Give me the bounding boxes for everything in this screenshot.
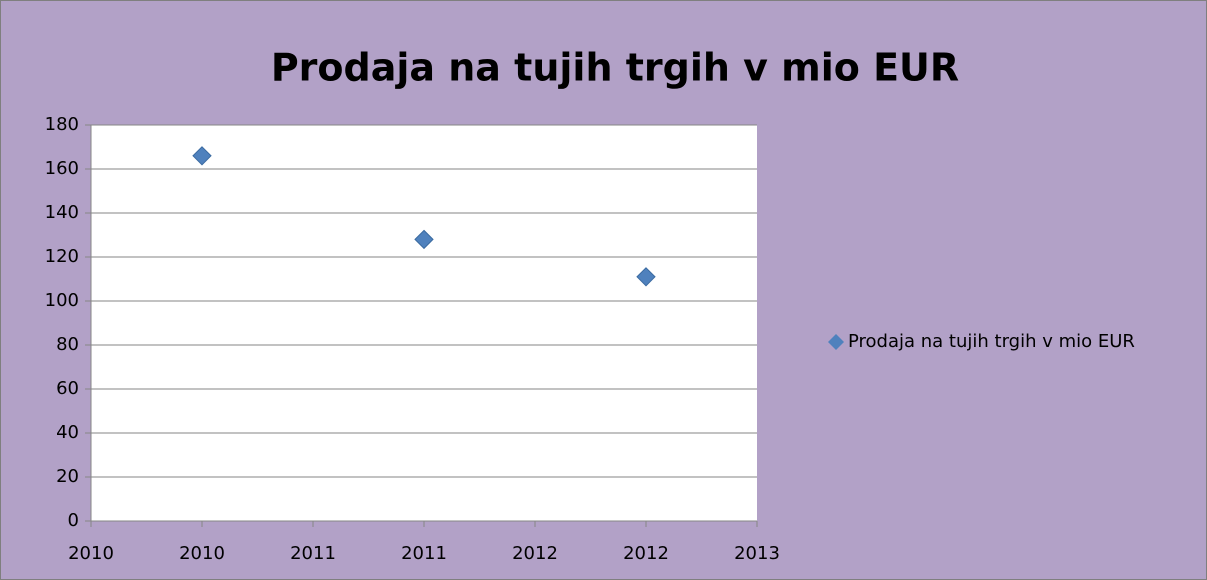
data-point (192, 146, 212, 166)
x-tick-label: 2011 (290, 543, 336, 564)
x-tick-label: 2013 (734, 543, 780, 564)
chart-title: Prodaja na tujih trgih v mio EUR (271, 46, 959, 90)
data-point (414, 229, 434, 250)
x-tick-label: 2012 (512, 543, 558, 564)
x-tick-label: 2012 (623, 543, 669, 564)
y-tick-label: 40 (56, 422, 79, 443)
data-point (636, 267, 656, 287)
y-tick-label: 160 (45, 158, 79, 179)
y-tick-label: 180 (45, 114, 79, 135)
y-tick-label: 120 (45, 246, 79, 267)
y-tick-label: 100 (45, 290, 79, 311)
y-tick-label: 0 (68, 510, 79, 531)
legend-label: Prodaja na tujih trgih v mio EUR (848, 331, 1135, 352)
x-tick-label: 2011 (401, 543, 447, 564)
y-tick-label: 140 (45, 202, 79, 223)
x-tick-label: 2010 (179, 543, 225, 564)
x-tick-label: 2010 (68, 543, 114, 564)
y-tick-label: 80 (56, 334, 79, 355)
plot-area (91, 125, 757, 521)
legend-marker (828, 334, 844, 350)
y-tick-label: 20 (56, 466, 79, 487)
y-tick-label: 60 (56, 378, 79, 399)
